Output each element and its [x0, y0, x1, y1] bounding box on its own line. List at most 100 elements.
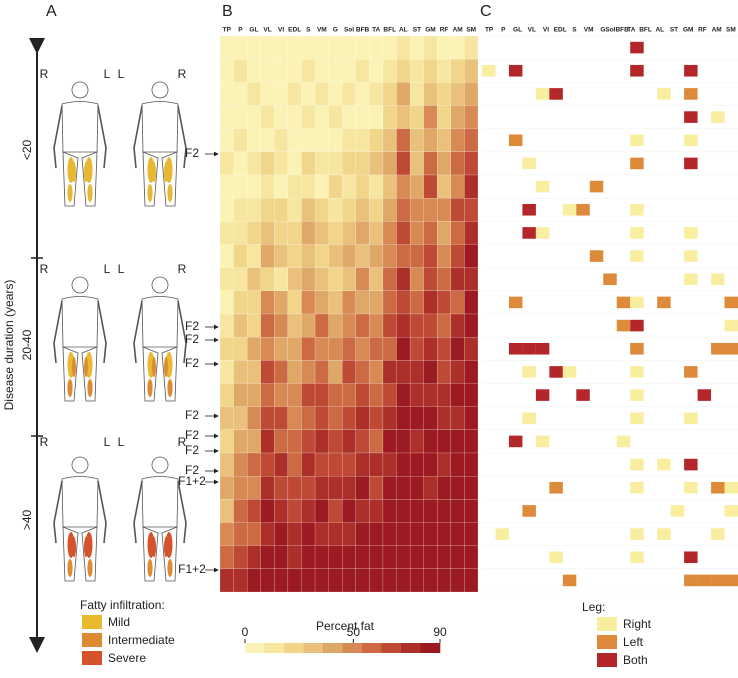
heatmap-cell: [382, 35, 397, 60]
heatmap-cell: [314, 244, 329, 268]
heatmap-cell: [301, 221, 316, 245]
heatmap-cell: [355, 452, 370, 477]
calf-muscle: [87, 559, 93, 577]
heatmap-cell: [314, 290, 329, 315]
heatmap-cell: [274, 452, 289, 477]
heatmap-cell: [287, 105, 302, 129]
leg-cell: [657, 528, 671, 540]
heatmap-cell: [274, 151, 289, 176]
heatmap-cell: [423, 59, 438, 83]
heatmap-cell: [314, 568, 329, 593]
heatmap-cell: [301, 290, 316, 315]
leg-cell: [630, 319, 644, 332]
heatmap-cell: [233, 221, 248, 245]
heatmap-cell: [287, 313, 302, 338]
calf-muscle: [167, 379, 173, 397]
heatmap-cell: [233, 59, 248, 83]
heatmap-cell: [369, 174, 384, 199]
heatmap-cell: [247, 476, 261, 500]
heatmap-cell: [450, 151, 465, 176]
heatmap-cell: [450, 383, 465, 407]
calf-muscle: [167, 184, 173, 202]
heatmap-cell: [464, 128, 479, 152]
leg-cell: [535, 227, 550, 239]
heatmap-cell: [328, 499, 343, 523]
heatmap-cell: [247, 290, 261, 315]
heatmap-cell: [328, 383, 343, 407]
column-label: GM: [425, 27, 435, 34]
heatmap-cell: [450, 568, 465, 593]
heatmap-cell: [301, 360, 316, 384]
heatmap-cell: [314, 522, 329, 546]
column-label: RF: [698, 27, 707, 34]
side-label: L: [104, 262, 111, 276]
heatmap-cell: [437, 198, 451, 222]
heatmap-cell: [409, 82, 424, 106]
heatmap-cell: [409, 244, 424, 268]
heatmap-cell: [260, 406, 275, 430]
leg-cell: [589, 180, 604, 193]
heatmap-cell: [287, 337, 302, 361]
heatmap-cell: [464, 151, 479, 176]
heatmap-cell: [260, 174, 275, 199]
heatmap-cell: [247, 337, 261, 361]
heatmap-cell: [328, 151, 343, 176]
heatmap-cell: [342, 568, 356, 593]
heatmap-cell: [287, 151, 302, 176]
heatmap-cell: [274, 522, 289, 546]
heatmap-cell: [287, 429, 302, 454]
heatmap-cell: [464, 174, 479, 199]
heatmap-cell: [301, 522, 316, 546]
heatmap-cell: [314, 337, 329, 361]
column-label: TA: [372, 27, 380, 34]
heatmap-cell: [396, 429, 411, 454]
heatmap-cell: [423, 476, 438, 500]
heatmap-cell: [301, 174, 316, 199]
heatmap-cell: [382, 545, 397, 569]
heatmap-cell: [328, 452, 343, 477]
heatmap-cell: [382, 452, 397, 477]
column-label: TP: [223, 27, 232, 34]
heatmap-cell: [247, 360, 261, 384]
leg-cell: [535, 342, 550, 355]
heatmap-cell: [260, 429, 275, 454]
heatmap-cell: [396, 545, 411, 569]
leg-cell: [630, 366, 644, 378]
leg-cell: [522, 366, 536, 378]
heatmap-cell: [409, 128, 424, 152]
heatmap-cell: [409, 313, 424, 338]
heatmap-cell: [314, 105, 329, 129]
thigh-muscle: [72, 537, 76, 557]
side-label: L: [104, 67, 111, 81]
heatmap-cell: [342, 82, 356, 106]
heatmap-cell: [355, 105, 370, 129]
leg-cell: [657, 458, 671, 471]
heatmap-cell: [396, 174, 411, 199]
heatmap-cell: [382, 174, 397, 199]
leg-cell: [630, 481, 644, 494]
heatmap-cell: [260, 476, 275, 500]
heatmap-cell: [355, 35, 370, 60]
heatmap-cell: [274, 360, 289, 384]
heatmap-cell: [342, 35, 356, 60]
heatmap-cell: [260, 290, 275, 315]
heatmap-cell: [437, 267, 451, 291]
heatmap-cell: [437, 476, 451, 500]
colorbar-step: [303, 643, 324, 653]
heatmap-cell: [450, 313, 465, 338]
colorbar-step: [420, 643, 441, 653]
heatmap-cell: [369, 452, 384, 477]
heatmap-cell: [247, 452, 261, 477]
body-outline: [133, 276, 187, 402]
side-label: L: [104, 435, 111, 449]
row-label: F2: [185, 428, 199, 442]
column-label: VI: [278, 27, 284, 34]
heatmap-cell: [437, 499, 451, 523]
heatmap-cell: [369, 128, 384, 152]
column-label: G: [600, 27, 605, 34]
leg-cell: [616, 435, 631, 448]
heatmap-cell: [247, 406, 261, 430]
side-label: R: [178, 67, 187, 81]
heatmap-cell: [233, 568, 248, 593]
heatmap-cell: [437, 406, 451, 430]
